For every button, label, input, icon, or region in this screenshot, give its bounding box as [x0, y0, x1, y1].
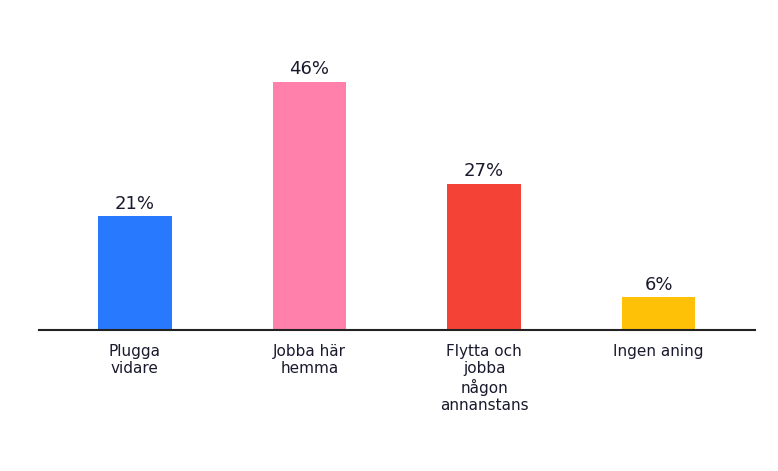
- Text: 6%: 6%: [644, 276, 673, 293]
- Bar: [98, 216, 172, 330]
- Text: 46%: 46%: [289, 60, 330, 78]
- Text: 21%: 21%: [115, 195, 155, 212]
- Bar: [447, 184, 520, 330]
- Text: 27%: 27%: [464, 162, 504, 180]
- Bar: [273, 81, 346, 330]
- Bar: [622, 297, 696, 330]
